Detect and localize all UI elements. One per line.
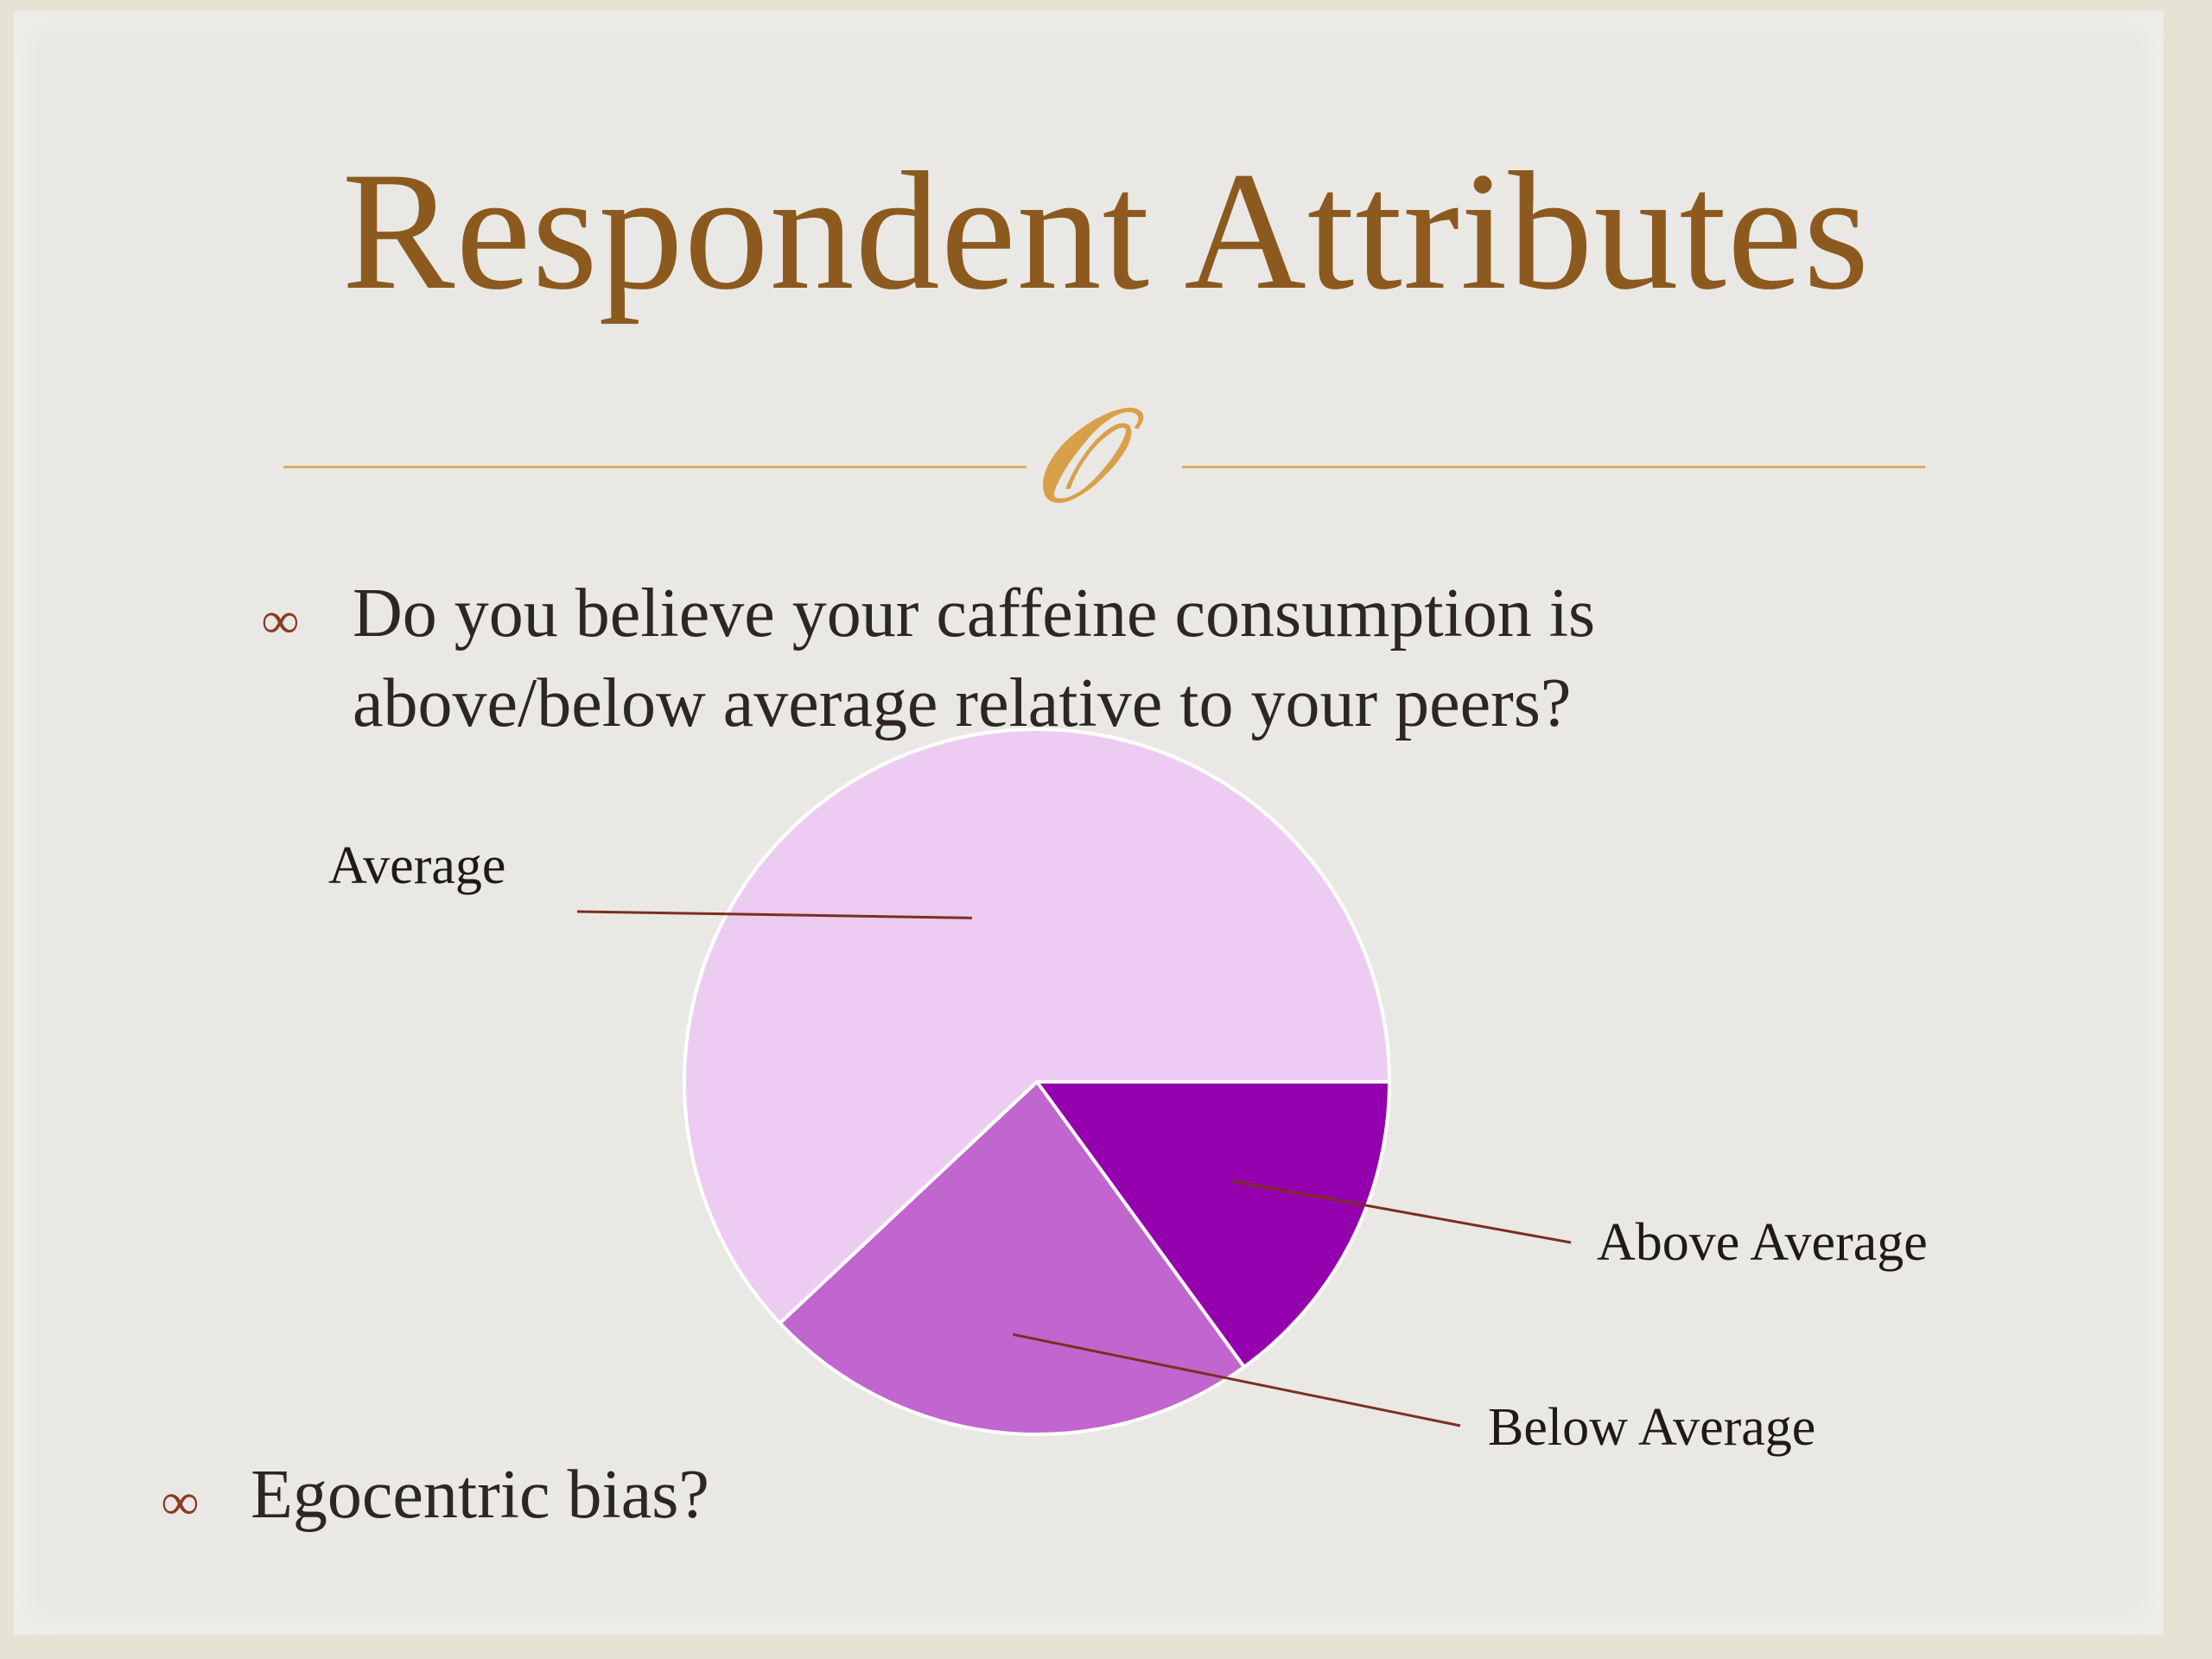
leader-line-average bbox=[576, 910, 972, 919]
leader-line-above-average bbox=[1231, 1179, 1572, 1244]
pie-label-below-average: Below Average bbox=[1488, 1398, 1815, 1457]
bullet-egocentric-text: Egocentric bias? bbox=[251, 1457, 709, 1533]
divider-line-right bbox=[1182, 466, 1925, 468]
bullet-flourish-icon: ∞ bbox=[262, 592, 299, 649]
bullet-egocentric: ∞ Egocentric bias? bbox=[162, 1450, 709, 1540]
pie-slice-average bbox=[683, 728, 1392, 1326]
slide-title: Respondent Attributes bbox=[341, 137, 1871, 325]
pie-slices bbox=[683, 728, 1392, 1436]
bullet-question-text: Do you believe your caffeine consumption… bbox=[353, 575, 1596, 741]
title-divider: 𝓞 bbox=[283, 392, 1925, 522]
divider-line-left bbox=[283, 466, 1027, 468]
bullet-flourish-icon: ∞ bbox=[162, 1473, 199, 1530]
leader-line-below-average bbox=[1013, 1332, 1461, 1427]
pie-labels: Above Average Below Average Average bbox=[328, 836, 1928, 1457]
pie-slice-above-average bbox=[1033, 1080, 1392, 1370]
bullet-question: ∞ Do you believe your caffeine consumpti… bbox=[262, 569, 1908, 748]
pie-slice-below-average bbox=[777, 1078, 1247, 1436]
flourish-ornament-icon: 𝓞 bbox=[1035, 385, 1117, 529]
pie-label-above-average: Above Average bbox=[1597, 1213, 1928, 1272]
pie-label-average: Average bbox=[328, 836, 505, 895]
